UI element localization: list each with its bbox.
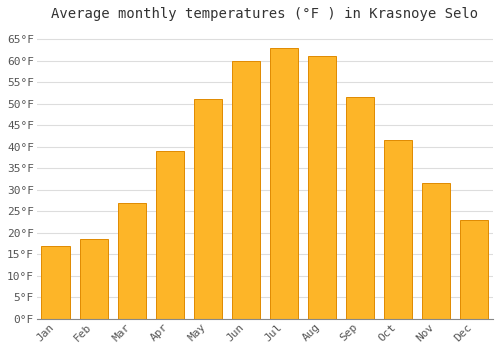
Bar (422, 183, 450, 319)
Bar (232, 61, 260, 319)
Bar (308, 56, 336, 319)
Bar (384, 140, 412, 319)
Bar (346, 97, 374, 319)
Bar (156, 151, 184, 319)
Bar (460, 220, 488, 319)
Bar (194, 99, 222, 319)
Bar (270, 48, 298, 319)
Bar (42, 246, 70, 319)
Bar (80, 239, 108, 319)
Title: Average monthly temperatures (°F ) in Krasnoye Selo: Average monthly temperatures (°F ) in Kr… (52, 7, 478, 21)
Bar (118, 203, 146, 319)
